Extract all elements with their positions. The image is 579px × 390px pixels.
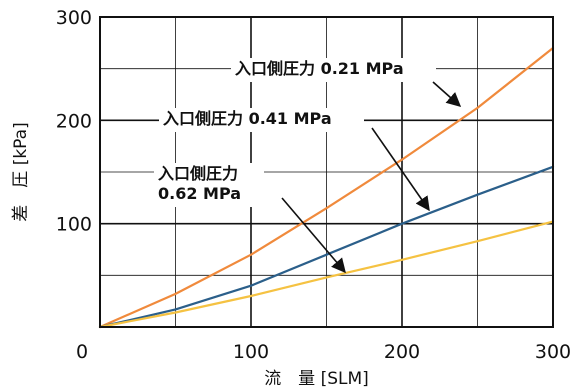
x-axis-title: 流 量 [SLM] <box>264 369 369 389</box>
y-tick-label: 100 <box>56 214 92 236</box>
series-lines <box>98 46 555 329</box>
y-tick-label: 300 <box>56 7 92 29</box>
y-tick-label: 200 <box>56 110 92 132</box>
series-line-1 <box>98 165 555 329</box>
x-tick-label: 0 <box>76 341 88 363</box>
annotation-arrow <box>371 127 430 212</box>
annotation-arrow <box>432 81 462 107</box>
y-axis-title: 差 圧 [kPa] <box>11 122 31 221</box>
axes: 0 100 200 300 100 200 300 流 量 [SLM] 差 圧 [kPa] <box>11 7 571 389</box>
annotation-label: 0.62 MPa <box>158 184 241 203</box>
series-line-2 <box>98 220 555 329</box>
plot-border <box>99 16 554 328</box>
series-line-0 <box>98 46 555 329</box>
annotation-label: 入口側圧力 0.21 MPa <box>235 59 404 78</box>
x-tick-label: 300 <box>535 341 571 363</box>
annotation-background <box>231 58 436 82</box>
plot-frame <box>99 16 554 328</box>
annotation-background <box>154 163 264 207</box>
annotation-label: 入口側圧力 0.41 MPa <box>163 109 332 128</box>
x-tick-label: 200 <box>384 341 420 363</box>
x-tick-label: 100 <box>233 341 269 363</box>
annotation-label: 入口側圧力 <box>158 164 238 183</box>
annotation-arrow <box>281 197 346 274</box>
annotation-background <box>159 108 364 132</box>
